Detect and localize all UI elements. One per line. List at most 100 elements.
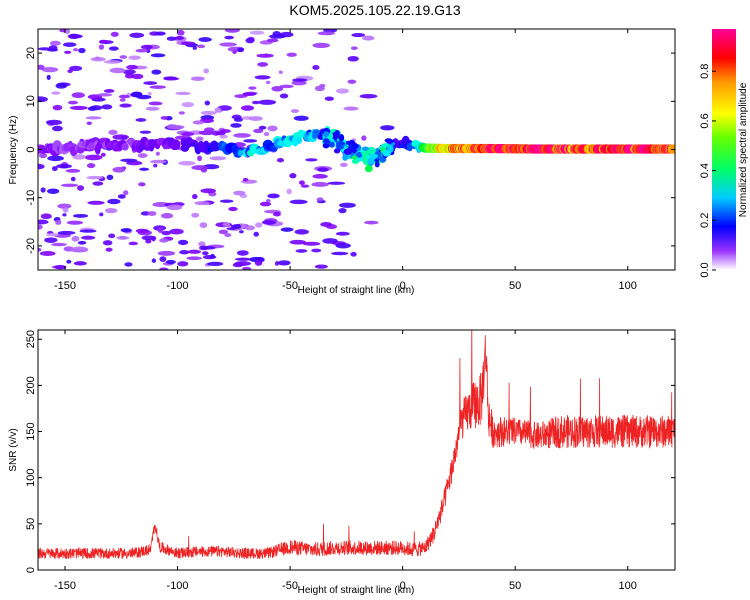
heatmap-blob xyxy=(109,67,126,74)
x-tick-label: 0 xyxy=(400,580,406,592)
heatmap-blob xyxy=(81,235,96,240)
heatmap-blob xyxy=(123,190,129,196)
heatmap-blob xyxy=(265,198,271,203)
heatmap-blob xyxy=(103,89,115,93)
heatmap-blob xyxy=(151,258,157,263)
heatmap-blob xyxy=(289,239,307,245)
heatmap-blob xyxy=(67,69,73,73)
heatmap-blob xyxy=(70,246,89,253)
heatmap-blob xyxy=(38,152,48,159)
heatmap-blob xyxy=(126,64,138,70)
heatmap-blob xyxy=(120,228,132,233)
heatmap-blob xyxy=(103,60,122,64)
heatmap-blob xyxy=(292,78,308,82)
heatmap-blob xyxy=(200,110,217,115)
snr-panel: -150 -100 -50 0 50 100 0 50 100 150 200 250 Height … xyxy=(8,329,676,596)
heatmap-blob xyxy=(149,85,167,89)
heatmap-blob xyxy=(135,118,147,122)
heatmap-blob xyxy=(178,160,196,166)
heatmap-blob xyxy=(245,37,255,44)
heatmap-blob xyxy=(210,253,215,259)
y-tick-label: -10 xyxy=(25,190,37,206)
heatmap-blob xyxy=(140,44,153,50)
heatmap-blob xyxy=(181,101,194,108)
heatmap-blob xyxy=(339,162,348,168)
heatmap-blob xyxy=(198,37,212,42)
heatmap-blob xyxy=(181,132,195,137)
heatmap-blob xyxy=(73,261,87,266)
heatmap-blob xyxy=(160,116,169,120)
heatmap-blob xyxy=(311,248,322,253)
heatmap-blob xyxy=(99,39,109,44)
heatmap-blob xyxy=(51,91,61,95)
heatmap-blob xyxy=(100,152,106,157)
colorbar-ticks: 0.0 0.2 0.4 0.6 0.8 xyxy=(699,64,716,278)
heatmap-blob xyxy=(166,36,177,41)
colorbar-tick-label: 0.4 xyxy=(699,163,711,178)
heatmap-blob xyxy=(38,224,43,230)
heatmap-blob xyxy=(243,139,258,143)
heatmap-blob xyxy=(52,104,63,111)
heatmap-blob xyxy=(104,207,118,214)
heatmap-ridge-cell xyxy=(343,148,353,155)
snr-frame xyxy=(37,329,676,571)
heatmap-blob xyxy=(155,31,166,36)
heatmap-blob xyxy=(286,188,292,195)
heatmap-blob xyxy=(62,207,69,213)
heatmap-blob xyxy=(380,125,395,131)
heatmap-ridge-cell xyxy=(356,151,363,158)
heatmap-blob xyxy=(219,199,234,203)
heatmap-blob xyxy=(180,41,196,46)
heatmap-blob xyxy=(253,128,264,134)
heatmap-blob xyxy=(155,151,160,156)
heatmap-blob xyxy=(234,261,252,266)
heatmap-blob xyxy=(135,48,149,53)
heatmap-blob xyxy=(108,129,118,135)
heatmap-blob xyxy=(272,211,281,217)
heatmap-blob xyxy=(38,163,45,170)
heatmap-blob xyxy=(343,106,359,111)
heatmap-blob xyxy=(65,168,81,173)
heatmap-blob xyxy=(233,117,244,122)
heatmap-blob xyxy=(158,267,169,270)
heatmap-blob xyxy=(251,100,260,105)
colorbar: 0.0 0.2 0.4 0.6 0.8 Normalized spectral ampl… xyxy=(699,29,749,278)
heatmap-ridge-cell xyxy=(351,159,360,164)
colorbar-tick-label: 0.0 xyxy=(699,262,711,277)
heatmap-blob xyxy=(224,233,232,238)
heatmap-blob xyxy=(219,42,237,47)
heatmap-blob xyxy=(237,47,245,53)
heatmap-ridge-cell xyxy=(312,129,321,136)
x-tick-label: -150 xyxy=(54,280,76,292)
heatmap-ridge-cell xyxy=(323,131,330,138)
heatmap-blob xyxy=(316,197,324,202)
heatmap-blob xyxy=(311,182,329,187)
heatmap-blob xyxy=(248,116,263,121)
heatmap-blob xyxy=(202,251,209,256)
x-tick-label: -100 xyxy=(167,580,189,592)
y-tick-label: 100 xyxy=(25,469,37,487)
heatmap-blob xyxy=(278,70,283,74)
heatmap-blob xyxy=(317,167,329,172)
heatmap-blob xyxy=(148,101,163,106)
heatmap-blob xyxy=(298,180,305,185)
heatmap-blob xyxy=(203,127,215,132)
heatmap-blob xyxy=(85,116,102,120)
heatmap-blob xyxy=(228,206,238,212)
heatmap-blob xyxy=(54,265,67,270)
heatmap-ridge-cell xyxy=(342,154,348,161)
heatmap-ridge-cell xyxy=(381,143,389,148)
heatmap-blob xyxy=(131,73,144,80)
heatmap-blob xyxy=(233,133,251,138)
heatmap-blob xyxy=(314,264,328,269)
heatmap-ridge-cell xyxy=(351,148,357,154)
heatmap-blob xyxy=(64,29,71,35)
heatmap-blob xyxy=(204,100,211,106)
heatmap-blob xyxy=(62,42,77,47)
heatmap-ridge-cell xyxy=(171,139,181,150)
y-tick-label: 150 xyxy=(25,422,37,440)
heatmap-blob xyxy=(320,222,333,227)
heatmap-blob xyxy=(92,181,104,186)
heatmap-blob xyxy=(209,156,227,161)
